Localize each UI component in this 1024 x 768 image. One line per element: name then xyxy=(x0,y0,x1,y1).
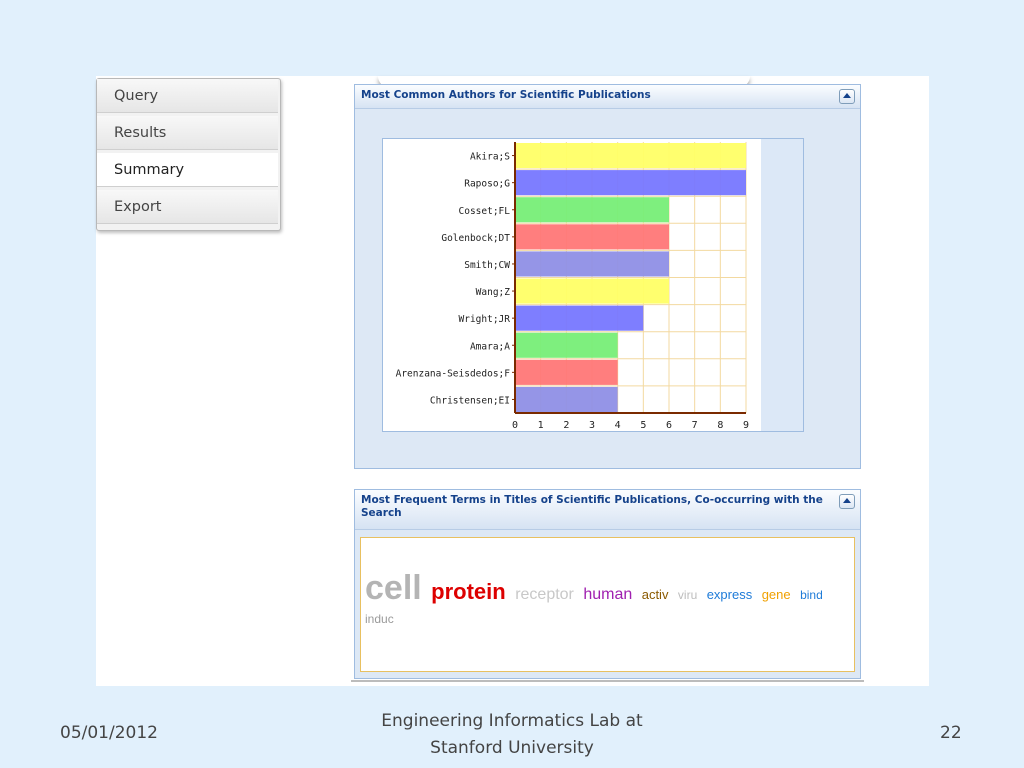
footer-page-number: 22 xyxy=(940,723,962,743)
chart-x-tick-label: 6 xyxy=(666,420,672,431)
authors-panel-title: Most Common Authors for Scientific Publi… xyxy=(361,89,651,101)
nav-item-query[interactable]: Query xyxy=(97,79,278,113)
authors-bar-chart: Akira;S Raposo;G Cosset;FL Golenbock;DT Smit… xyxy=(383,139,761,431)
term-protein[interactable]: protein xyxy=(431,579,506,604)
chart-x-tick-label: 3 xyxy=(589,420,595,431)
chart-x-tick-label: 8 xyxy=(717,420,723,431)
term-human[interactable]: human xyxy=(583,586,633,603)
chart-category-label: Wang;Z xyxy=(476,287,511,298)
chart-category-label: Amara;A xyxy=(470,341,510,352)
term-activ[interactable]: activ xyxy=(641,587,669,602)
terms-panel: Most Frequent Terms in Titles of Scienti… xyxy=(354,489,861,679)
chart-category-label: Akira;S xyxy=(470,152,510,163)
chart-x-tick-label: 4 xyxy=(615,420,621,431)
chart-bar xyxy=(515,143,746,169)
footer-center-line1: Engineering Informatics Lab at xyxy=(381,711,643,731)
bottom-divider xyxy=(351,680,864,682)
chart-category-label: Christensen;EI xyxy=(430,395,510,406)
chart-x-tick-label: 9 xyxy=(743,420,749,431)
chart-bar xyxy=(515,251,669,277)
term-gene[interactable]: gene xyxy=(761,587,791,602)
chart-bar xyxy=(515,386,618,412)
chart-x-tick-label: 7 xyxy=(692,420,698,431)
nav-item-results[interactable]: Results xyxy=(97,116,278,150)
chart-category-label: Golenbock;DT xyxy=(441,233,510,244)
chart-x-tick-label: 1 xyxy=(538,420,544,431)
chart-x-tick-label: 2 xyxy=(563,420,569,431)
chart-category-label: Cosset;FL xyxy=(459,206,511,217)
nav-item-summary[interactable]: Summary xyxy=(97,153,278,187)
term-induc[interactable]: induc xyxy=(365,612,394,626)
term-cell[interactable]: cell xyxy=(365,569,422,607)
chart-bar xyxy=(515,278,669,304)
footer-center: Engineering Informatics Lab at Stanford … xyxy=(340,708,684,762)
chart-x-tick-label: 5 xyxy=(640,420,646,431)
term-cloud: cell protein receptor human activ viru e… xyxy=(360,537,855,672)
chart-bar xyxy=(515,197,669,223)
footer-center-line2: Stanford University xyxy=(430,738,594,758)
term-express[interactable]: express xyxy=(706,587,753,602)
terms-panel-header: Most Frequent Terms in Titles of Scienti… xyxy=(355,490,860,530)
term-receptor[interactable]: receptor xyxy=(515,586,574,603)
nav-menu: Query Results Summary Export xyxy=(96,78,281,231)
chart-bar xyxy=(515,332,618,358)
chart-category-label: Smith;CW xyxy=(464,260,510,271)
chart-category-label: Wright;JR xyxy=(459,314,511,325)
chart-x-tick-label: 0 xyxy=(512,420,518,431)
chart-category-label: Arenzana-Seisdedos;F xyxy=(396,368,511,379)
collapse-authors-button[interactable] xyxy=(839,89,855,104)
authors-panel: Most Common Authors for Scientific Publi… xyxy=(354,84,861,469)
term-cloud-list: cell protein receptor human activ viru e… xyxy=(365,571,849,631)
chart-bar xyxy=(515,305,644,331)
authors-chart-box: Akira;S Raposo;G Cosset;FL Golenbock;DT Smit… xyxy=(382,138,804,432)
chart-bar xyxy=(515,224,669,250)
nav-item-export[interactable]: Export xyxy=(97,190,278,224)
chart-bar xyxy=(515,359,618,385)
app-screenshot: Query Results Summary Export Most Common… xyxy=(96,76,929,686)
terms-panel-title: Most Frequent Terms in Titles of Scienti… xyxy=(361,494,823,519)
collapse-terms-button[interactable] xyxy=(839,494,855,509)
term-bind[interactable]: bind xyxy=(800,588,823,602)
footer-date: 05/01/2012 xyxy=(60,723,158,743)
term-viru[interactable]: viru xyxy=(677,588,698,602)
chart-category-label: Raposo;G xyxy=(464,179,510,190)
authors-panel-header: Most Common Authors for Scientific Publi… xyxy=(355,85,860,109)
chart-bar xyxy=(515,170,746,196)
